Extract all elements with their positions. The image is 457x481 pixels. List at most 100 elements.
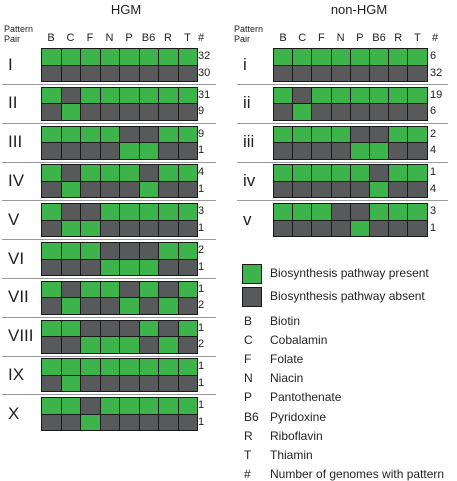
cell-absent [311, 180, 332, 199]
cell-absent [177, 297, 198, 315]
cell-absent [60, 336, 81, 354]
nonhgm-pair-divider [237, 122, 448, 124]
cell-absent [41, 180, 62, 199]
cell-absent [80, 180, 101, 199]
cell-absent [60, 258, 81, 276]
cell-present [60, 219, 81, 238]
cell-present [369, 48, 390, 66]
cell-present [60, 397, 81, 415]
cell-absent [119, 125, 140, 144]
hgm-pattern-count: 2 [198, 299, 205, 312]
cell-absent [138, 374, 159, 393]
cell-absent [138, 297, 159, 315]
hgm-pattern-count: 1 [198, 221, 205, 234]
legend-absent-label: Biosynthesis pathway absent [270, 289, 425, 303]
hgm-pattern-count: 9 [198, 127, 205, 140]
cell-present [330, 48, 351, 66]
cell-absent [369, 219, 390, 238]
cell-present [138, 319, 159, 338]
cell-absent [177, 374, 198, 393]
cell-present [138, 397, 159, 415]
hgm-pair-divider [2, 394, 216, 396]
cell-present [292, 203, 313, 221]
cell-absent [138, 164, 159, 182]
abbreviation-key: F [244, 352, 252, 367]
cell-absent [330, 203, 351, 221]
cell-present [292, 125, 313, 144]
cell-absent [311, 142, 332, 160]
cell-present [99, 397, 120, 415]
cell-absent [99, 103, 120, 121]
nonhgm-pattern-label: v [243, 209, 252, 229]
hgm-col-header: B6 [141, 32, 156, 44]
cell-present [119, 358, 140, 376]
cell-present [407, 125, 428, 144]
hgm-title: HGM [110, 2, 142, 17]
cell-present [138, 142, 159, 160]
hgm-pattern-count: 31 [198, 88, 211, 101]
cell-absent [99, 142, 120, 160]
cell-present [138, 280, 159, 299]
cell-present [330, 164, 351, 182]
cell-present [138, 180, 159, 199]
cell-absent [99, 242, 120, 260]
nonhgm-pattern-count: 6 [430, 105, 437, 118]
cell-present [177, 358, 198, 376]
cell-absent [41, 336, 62, 354]
cell-absent [369, 103, 390, 121]
cell-absent [330, 180, 351, 199]
cell-present [388, 125, 409, 144]
cell-present [388, 48, 409, 66]
cell-present [349, 48, 370, 66]
cell-present [41, 164, 62, 182]
cell-absent [330, 219, 351, 238]
hgm-pattern-count: 32 [198, 50, 211, 62]
cell-present [407, 203, 428, 221]
cell-present [349, 219, 370, 238]
hgm-pattern-count: 1 [198, 260, 205, 273]
hgm-pair-divider [2, 355, 216, 357]
cell-absent [177, 219, 198, 238]
nonhgm-pattern-count: 1 [430, 221, 437, 234]
cell-present [41, 48, 62, 66]
hgm-pattern-label: I [8, 54, 13, 74]
cell-present [41, 280, 62, 299]
nonhgm-pattern-count: 3 [430, 205, 437, 218]
cell-present [330, 86, 351, 105]
cell-present [99, 336, 120, 354]
cell-absent [119, 319, 140, 338]
cell-absent [330, 103, 351, 121]
hgm-pattern-label: X [8, 403, 20, 423]
cell-present [369, 180, 390, 199]
cell-present [273, 86, 294, 105]
cell-present [138, 203, 159, 221]
hgm-col-header: F [86, 32, 94, 44]
cell-present [138, 258, 159, 276]
hgm-pattern-count: 1 [198, 144, 205, 157]
hgm-col-header: R [164, 32, 172, 44]
cell-absent [41, 297, 62, 315]
cell-absent [177, 180, 198, 199]
cell-absent [292, 86, 313, 105]
abbreviation-key: B [244, 314, 253, 328]
cell-absent [80, 297, 101, 315]
cell-present [41, 242, 62, 260]
cell-present [138, 86, 159, 105]
cell-present [60, 374, 81, 393]
cell-present [388, 164, 409, 182]
cell-absent [60, 280, 81, 299]
cell-absent [138, 242, 159, 260]
hgm-pattern-count: 4 [198, 166, 205, 179]
cell-present [158, 397, 179, 415]
hgm-pair-divider [2, 161, 216, 163]
nonhgm-col-header: N [336, 32, 345, 44]
nonhgm-pattern-pair-label: Pattern Pair [234, 24, 264, 44]
cell-absent [99, 64, 120, 82]
cell-present [119, 48, 140, 66]
cell-absent [311, 64, 332, 82]
cell-present [177, 397, 198, 415]
cell-present [119, 142, 140, 160]
cell-present [158, 358, 179, 376]
abbreviation-name: Pantothenate [270, 390, 342, 405]
cell-present [80, 413, 101, 432]
